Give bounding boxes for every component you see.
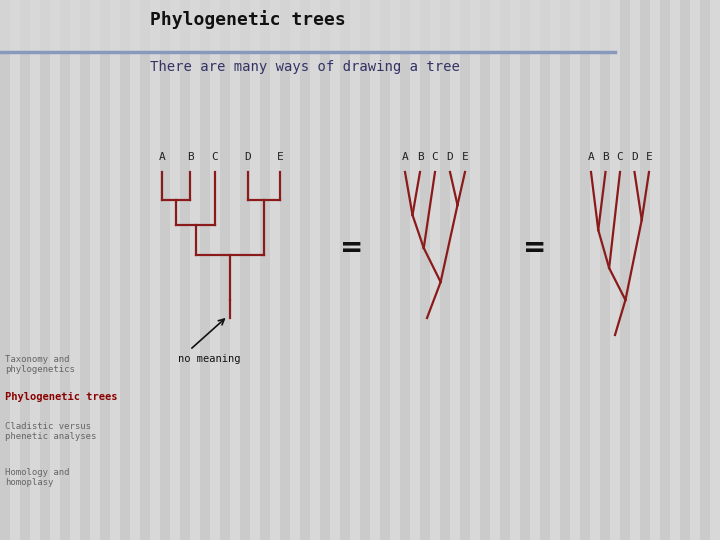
Bar bbox=[120, 0, 130, 540]
Bar bbox=[410, 0, 420, 540]
Bar bbox=[340, 0, 350, 540]
Bar bbox=[310, 0, 320, 540]
Bar bbox=[670, 0, 680, 540]
Text: no meaning: no meaning bbox=[178, 354, 240, 364]
Text: A: A bbox=[402, 152, 408, 162]
Bar bbox=[530, 0, 540, 540]
Text: Phylogenetic trees: Phylogenetic trees bbox=[5, 392, 117, 402]
Bar bbox=[210, 0, 220, 540]
Bar bbox=[610, 0, 620, 540]
Bar bbox=[190, 0, 200, 540]
Bar bbox=[590, 0, 600, 540]
Bar bbox=[160, 0, 170, 540]
Bar bbox=[700, 0, 710, 540]
Text: Taxonomy and
phylogenetics: Taxonomy and phylogenetics bbox=[5, 355, 75, 374]
Bar bbox=[570, 0, 580, 540]
Bar bbox=[290, 0, 300, 540]
Text: B: B bbox=[417, 152, 423, 162]
Text: C: C bbox=[431, 152, 438, 162]
Bar bbox=[260, 0, 270, 540]
Bar bbox=[300, 0, 310, 540]
Bar bbox=[100, 0, 110, 540]
Bar bbox=[520, 0, 530, 540]
Text: =: = bbox=[341, 234, 364, 262]
Bar bbox=[640, 0, 650, 540]
Text: Phylogenetic trees: Phylogenetic trees bbox=[150, 10, 346, 29]
Bar bbox=[150, 0, 160, 540]
Text: D: D bbox=[631, 152, 638, 162]
Bar bbox=[170, 0, 180, 540]
Bar bbox=[40, 0, 50, 540]
Bar bbox=[140, 0, 150, 540]
Bar bbox=[540, 0, 550, 540]
Text: Cladistic versus
phenetic analyses: Cladistic versus phenetic analyses bbox=[5, 422, 96, 441]
Bar bbox=[360, 0, 370, 540]
Bar bbox=[620, 0, 630, 540]
Bar bbox=[200, 0, 210, 540]
Bar bbox=[320, 0, 330, 540]
Bar bbox=[110, 0, 120, 540]
Bar bbox=[600, 0, 610, 540]
Bar bbox=[710, 0, 720, 540]
Text: E: E bbox=[462, 152, 469, 162]
Text: E: E bbox=[276, 152, 284, 162]
Text: B: B bbox=[186, 152, 194, 162]
Bar bbox=[440, 0, 450, 540]
Bar bbox=[80, 0, 90, 540]
Bar bbox=[660, 0, 670, 540]
Bar bbox=[400, 0, 410, 540]
Text: Homology and
homoplasy: Homology and homoplasy bbox=[5, 468, 70, 488]
Bar bbox=[10, 0, 20, 540]
Bar bbox=[380, 0, 390, 540]
Bar bbox=[450, 0, 460, 540]
Text: D: D bbox=[446, 152, 454, 162]
Bar bbox=[580, 0, 590, 540]
Bar bbox=[0, 0, 10, 540]
Bar bbox=[390, 0, 400, 540]
Bar bbox=[330, 0, 340, 540]
Bar bbox=[280, 0, 290, 540]
Bar bbox=[240, 0, 250, 540]
Bar bbox=[650, 0, 660, 540]
Bar bbox=[0, 0, 620, 52]
Bar bbox=[130, 0, 140, 540]
Bar bbox=[180, 0, 190, 540]
Bar bbox=[270, 0, 280, 540]
Bar bbox=[480, 0, 490, 540]
Bar bbox=[90, 0, 100, 540]
Bar bbox=[500, 0, 510, 540]
Bar bbox=[680, 0, 690, 540]
Text: C: C bbox=[616, 152, 624, 162]
Text: D: D bbox=[245, 152, 251, 162]
Bar bbox=[430, 0, 440, 540]
Bar bbox=[420, 0, 430, 540]
Bar bbox=[230, 0, 240, 540]
Bar bbox=[550, 0, 560, 540]
Bar bbox=[370, 0, 380, 540]
Text: B: B bbox=[602, 152, 609, 162]
Bar bbox=[70, 0, 80, 540]
Text: =: = bbox=[523, 234, 546, 262]
Bar bbox=[350, 0, 360, 540]
Bar bbox=[630, 0, 640, 540]
Bar bbox=[510, 0, 520, 540]
Bar bbox=[460, 0, 470, 540]
Bar bbox=[470, 0, 480, 540]
Text: C: C bbox=[212, 152, 218, 162]
Bar bbox=[490, 0, 500, 540]
Text: There are many ways of drawing a tree: There are many ways of drawing a tree bbox=[150, 60, 460, 74]
Text: A: A bbox=[588, 152, 595, 162]
Bar bbox=[50, 0, 60, 540]
Bar bbox=[30, 0, 40, 540]
Text: E: E bbox=[646, 152, 652, 162]
Bar bbox=[220, 0, 230, 540]
Bar bbox=[250, 0, 260, 540]
Bar bbox=[690, 0, 700, 540]
Bar bbox=[60, 0, 70, 540]
Text: A: A bbox=[158, 152, 166, 162]
Bar bbox=[20, 0, 30, 540]
Bar bbox=[560, 0, 570, 540]
